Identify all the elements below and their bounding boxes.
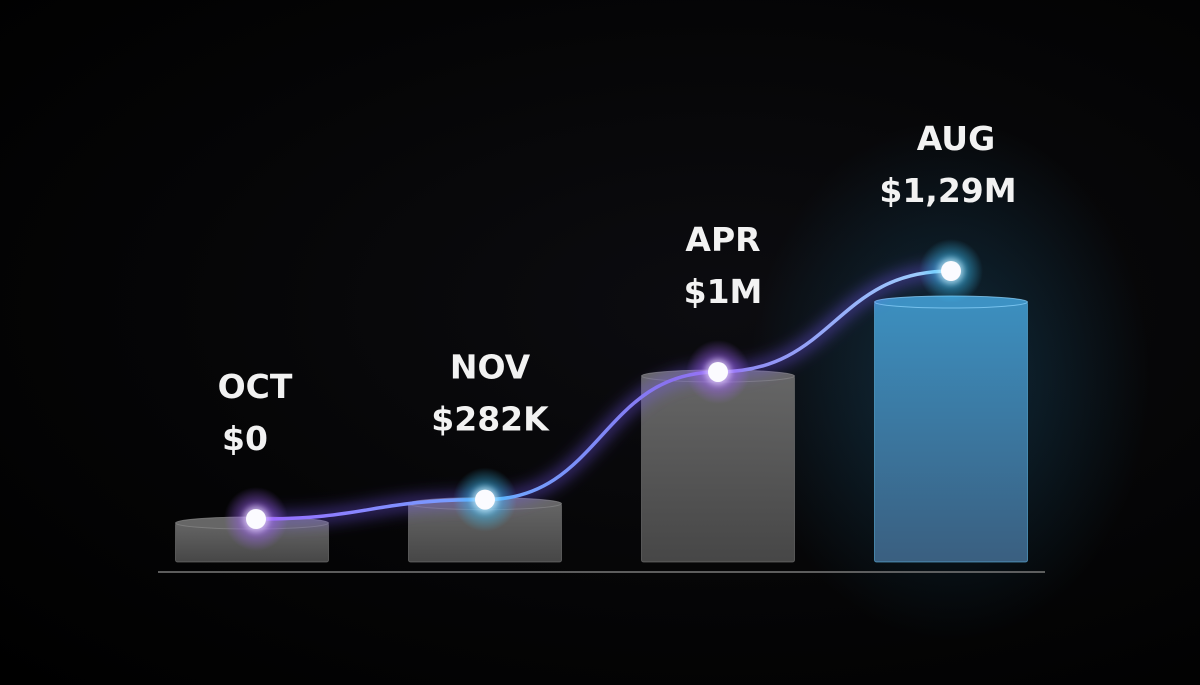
trend-line bbox=[255, 269, 952, 521]
data-point-aug bbox=[919, 239, 983, 303]
category-label: NOV bbox=[450, 348, 531, 387]
value-label: $282K bbox=[431, 400, 550, 439]
data-point-oct bbox=[224, 487, 288, 551]
value-label: $1,29M bbox=[879, 171, 1016, 210]
category-label: APR bbox=[685, 220, 760, 259]
data-point-nov bbox=[453, 467, 517, 532]
bar-aug bbox=[874, 295, 1028, 563]
value-label: $1M bbox=[684, 272, 763, 311]
category-label: AUG bbox=[917, 119, 995, 158]
data-point-apr bbox=[686, 339, 750, 404]
value-label: $0 bbox=[222, 419, 268, 458]
category-label: OCT bbox=[218, 367, 293, 406]
